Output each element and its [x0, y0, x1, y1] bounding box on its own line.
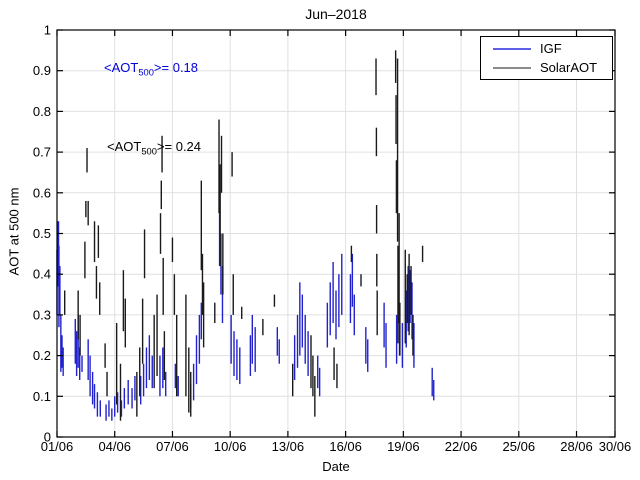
x-tick-labels: 01/06 04/06 07/06 10/06 13/06 16/06 19/06 22/06… [41, 439, 632, 454]
annotation-subscript: 500 [138, 67, 154, 78]
tick-marks [56, 29, 616, 438]
annotation-text: >= 0.24 [156, 139, 202, 154]
y-tick-label: 0.3 [33, 307, 51, 322]
y-tick-label: 0.1 [33, 389, 51, 404]
x-tick-label: 07/06 [156, 439, 189, 454]
y-tick-label: 0.6 [33, 185, 51, 200]
annotation-text: <AOT [104, 60, 139, 75]
annotation-text: <AOT [107, 139, 142, 154]
series-solaraot [63, 50, 424, 421]
y-tick-labels: 0 0.1 0.2 0.3 0.4 0.5 0.6 0.7 0.8 0.9 1 [33, 23, 51, 445]
x-tick-label: 22/06 [445, 439, 478, 454]
x-tick-label: 10/06 [214, 439, 247, 454]
y-axis-label: AOT at 500 nm [6, 187, 22, 276]
legend-item-igf: IGF [493, 40, 612, 56]
solaraot-line-swatch [493, 66, 531, 69]
x-tick-label: 19/06 [387, 439, 420, 454]
y-tick-label: 1 [44, 23, 51, 38]
y-tick-label: 0.4 [33, 267, 51, 282]
x-axis-label: Date [322, 459, 350, 474]
legend-item-solaraot: SolarAOT [493, 59, 612, 75]
legend: IGF SolarAOT [480, 36, 613, 80]
legend-label-solaraot: SolarAOT [540, 59, 598, 75]
mean-annotation-solaraot: <AOT500>= 0.24 [107, 139, 201, 157]
x-tick-label: 16/06 [329, 439, 362, 454]
legend-label-igf: IGF [540, 40, 562, 56]
y-tick-label: 0.7 [33, 145, 51, 160]
y-tick-label: 0.5 [33, 226, 51, 241]
y-tick-label: 0.2 [33, 348, 51, 363]
igf-line-swatch [493, 47, 531, 50]
annotation-subscript: 500 [141, 146, 157, 157]
x-tick-label: 13/06 [272, 439, 305, 454]
annotation-text: >= 0.18 [153, 60, 199, 75]
x-tick-label: 04/06 [98, 439, 131, 454]
x-tick-label: 01/06 [41, 439, 74, 454]
y-tick-label: 0.8 [33, 104, 51, 119]
x-tick-label: 25/06 [503, 439, 536, 454]
x-tick-label: 30/06 [599, 439, 632, 454]
chart-title: Jun–2018 [305, 6, 367, 22]
y-tick-label: 0.9 [33, 63, 51, 78]
x-tick-label: 28/06 [560, 439, 593, 454]
mean-annotation-igf: <AOT500>= 0.18 [104, 60, 198, 78]
y-tick-label: 0 [44, 430, 51, 445]
